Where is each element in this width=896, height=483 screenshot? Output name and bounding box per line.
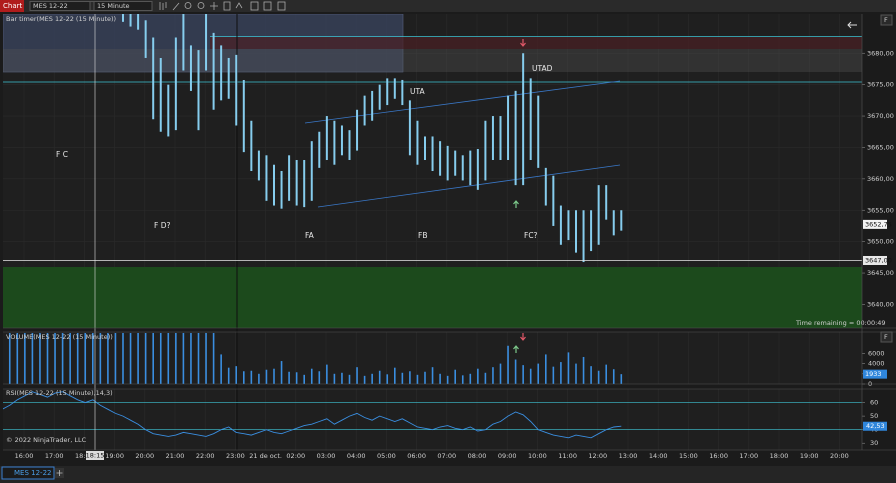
x-tick-label: 20:00 xyxy=(135,452,154,460)
red-zone xyxy=(210,37,862,49)
tab-label: MES 12-22 xyxy=(14,469,51,477)
copyright: © 2022 NinjaTrader, LLC xyxy=(6,436,87,444)
tab[interactable] xyxy=(1,466,55,480)
toolbar-icons[interactable] xyxy=(159,1,286,11)
x-tick-label: 19:00 xyxy=(800,452,819,460)
annotation: UTA xyxy=(410,87,425,96)
rsi-plot xyxy=(3,391,862,439)
x-tick-label: 10:00 xyxy=(528,452,547,460)
rsi-line xyxy=(3,391,622,439)
x-tick-label: 18:00 xyxy=(75,452,94,460)
last-volume-label: 1933 xyxy=(865,370,882,378)
x-tick-label: 17:00 xyxy=(45,452,64,460)
y-tick-label: 6000 xyxy=(868,349,885,357)
y-tick-label: 50 xyxy=(870,412,878,420)
x-tick-label: 08:00 xyxy=(468,452,487,460)
signal-arrows xyxy=(513,39,526,353)
last-price-label: 3652,75 xyxy=(865,220,892,228)
volume-bars xyxy=(3,333,623,384)
y-tick-label: 3655,00 xyxy=(867,206,894,214)
instrument: MES 12-22 xyxy=(33,2,68,10)
x-tick-label: 09:00 xyxy=(498,452,517,460)
gray-zone xyxy=(3,49,862,72)
x-tick-label: 18:00 xyxy=(770,452,789,460)
annotation: F D? xyxy=(154,221,170,230)
x-tick-label: 12:00 xyxy=(588,452,607,460)
y-tick-label: 60 xyxy=(870,399,878,407)
y-tick-label: 3640,00 xyxy=(867,300,894,308)
annotation: FA xyxy=(305,231,315,240)
x-tick-label: 11:00 xyxy=(558,452,577,460)
interval-select[interactable] xyxy=(93,1,153,11)
y-tick-label: 3670,00 xyxy=(867,112,894,120)
level-label-box xyxy=(863,255,887,265)
x-axis xyxy=(0,450,896,463)
annotation: FB xyxy=(418,231,427,240)
x-tick-label: 06:00 xyxy=(407,452,426,460)
x-tick-label: 14:00 xyxy=(649,452,668,460)
annotation: UTAD xyxy=(532,64,553,73)
x-tick-label: 23:00 xyxy=(226,452,245,460)
chart-tab[interactable] xyxy=(0,0,24,12)
annotation: F C xyxy=(56,150,68,159)
cursor-time-box xyxy=(86,451,104,460)
y-tick-label: 3645,00 xyxy=(867,269,894,277)
time-remaining: Time remaining = 00:00:49 xyxy=(795,319,886,327)
cursor-time: 18:15 xyxy=(86,452,105,460)
interval: 15 Minute xyxy=(97,2,130,10)
last-rsi-label: 42,53 xyxy=(866,422,885,430)
green-zone xyxy=(3,267,862,328)
y-tick-label: 3665,00 xyxy=(867,143,894,151)
y-tick-label: 30 xyxy=(870,439,878,447)
back-button[interactable] xyxy=(847,21,857,29)
panel-button-label: F xyxy=(884,333,888,341)
x-tick-label: 20:00 xyxy=(830,452,849,460)
x-tick-label: 19:00 xyxy=(105,452,124,460)
x-tick-label: 03:00 xyxy=(317,452,336,460)
level-label: 3647,00 xyxy=(865,256,892,264)
panel-title: RSI(MES 12-22 (15 Minute),14,3) xyxy=(6,389,113,397)
tab-bar xyxy=(0,466,896,483)
x-tick-label: 16:00 xyxy=(709,452,728,460)
last-rsi-box xyxy=(863,421,887,431)
x-tick-label: 17:00 xyxy=(739,452,758,460)
x-tick-label: 22:00 xyxy=(196,452,215,460)
panel-button[interactable] xyxy=(880,14,893,26)
price-bars xyxy=(122,14,623,263)
instrument-select[interactable] xyxy=(29,1,91,11)
rsi-panel xyxy=(3,389,862,450)
y-tick-label: 3660,00 xyxy=(867,175,894,183)
x-tick-label: 21:00 xyxy=(166,452,185,460)
x-tick-label: 04:00 xyxy=(347,452,366,460)
y-tick-label: 3650,00 xyxy=(867,238,894,246)
x-tick-label: 21 de oct. xyxy=(249,452,282,460)
add-tab-icon xyxy=(56,470,63,476)
y-tick-label: 3675,00 xyxy=(867,81,894,89)
panel-title: Bar timer(MES 12-22 (15 Minute)) xyxy=(6,15,116,23)
x-tick-label: 13:00 xyxy=(619,452,638,460)
panel-button-label: F xyxy=(884,16,888,24)
y-tick-label: 3680,00 xyxy=(867,49,894,57)
drawings xyxy=(3,14,862,328)
x-tick-label: 16:00 xyxy=(15,452,34,460)
panel-title: VOLUME(MES 12-22 (15 Minute)) xyxy=(6,333,113,341)
x-tick-label: 02:00 xyxy=(286,452,305,460)
last-volume-box xyxy=(863,369,887,379)
channel-line xyxy=(317,164,621,208)
x-tick-label: 15:00 xyxy=(679,452,698,460)
x-tick-label: 07:00 xyxy=(437,452,456,460)
y-tick-label: 4000 xyxy=(868,360,885,368)
x-tick-label: 05:00 xyxy=(377,452,396,460)
app-title: Chart xyxy=(3,2,22,10)
last-price-box xyxy=(863,219,887,229)
annotation: FC? xyxy=(524,231,538,240)
